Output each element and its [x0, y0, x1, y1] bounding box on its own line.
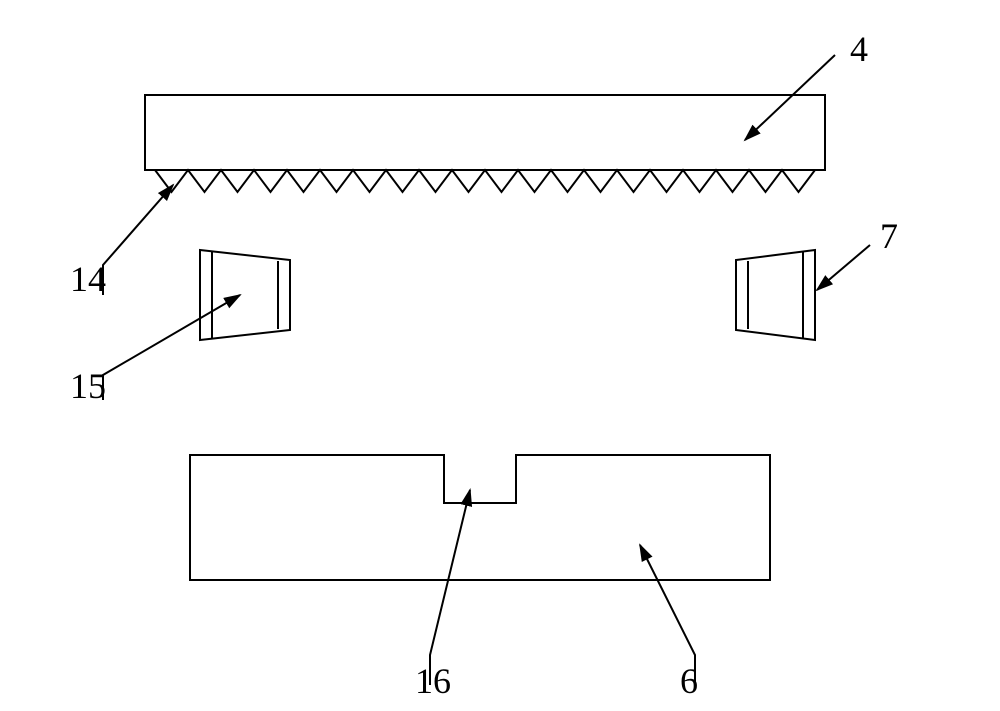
callout-label-7: 7	[880, 215, 898, 257]
callout-label-14: 14	[70, 258, 106, 300]
callout-label-4: 4	[850, 28, 868, 70]
callout-label-6: 6	[680, 660, 698, 702]
diagram-svg	[0, 0, 1000, 711]
callout-label-15: 15	[70, 365, 106, 407]
callout-label-16: 16	[415, 660, 451, 702]
